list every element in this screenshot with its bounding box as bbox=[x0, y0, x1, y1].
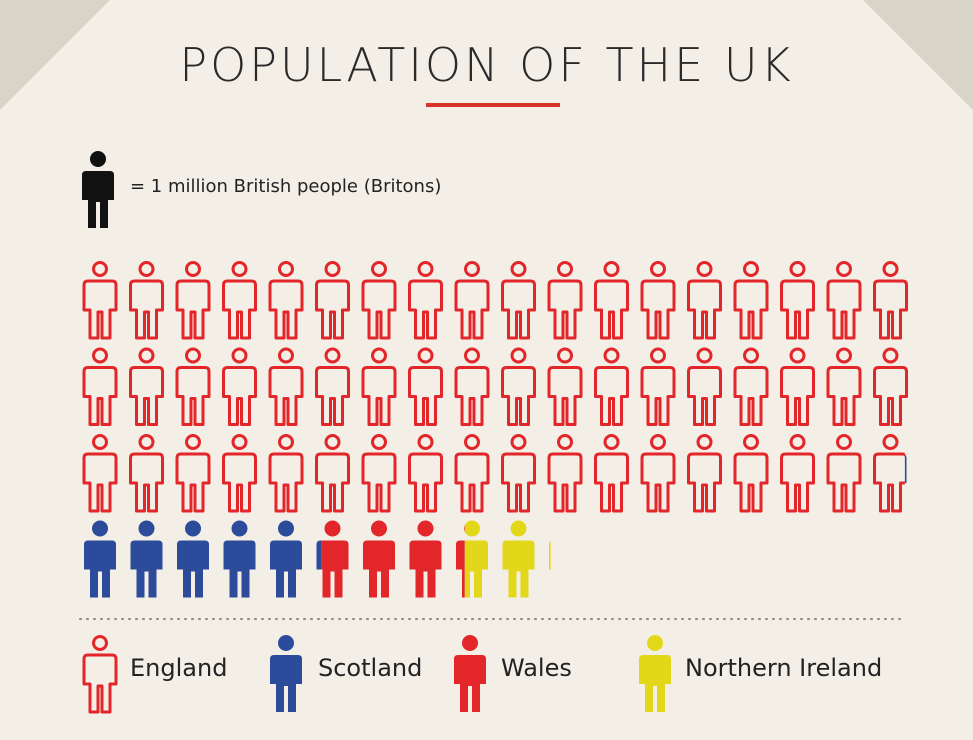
person-outline-icon bbox=[547, 261, 583, 340]
person-outline-icon bbox=[640, 261, 676, 340]
title-underline bbox=[426, 103, 560, 107]
person-outline-icon bbox=[640, 347, 676, 426]
person-outline-icon bbox=[733, 347, 769, 426]
person-outline-icon bbox=[594, 434, 629, 513]
person-outline-icon bbox=[687, 434, 722, 513]
person-outline-icon bbox=[873, 261, 908, 340]
person-icon bbox=[316, 540, 322, 570]
person-outline-icon bbox=[268, 434, 304, 513]
person-outline-icon bbox=[780, 434, 815, 513]
person-outline-icon bbox=[687, 261, 722, 340]
person-outline-icon bbox=[175, 434, 211, 513]
legend-label-wales: Wales bbox=[501, 654, 572, 682]
person-icon bbox=[549, 541, 551, 570]
person-outline-icon bbox=[826, 434, 862, 513]
person-outline-icon bbox=[361, 434, 397, 513]
person-icon bbox=[409, 520, 442, 598]
person-icon bbox=[130, 520, 163, 598]
person-outline-icon bbox=[501, 261, 536, 340]
page-title: POPULATION OF THE UK bbox=[179, 38, 794, 92]
person-outline-icon bbox=[501, 434, 536, 513]
person-outline-icon bbox=[547, 434, 583, 513]
person-icon bbox=[639, 635, 671, 712]
person-icon bbox=[464, 520, 488, 598]
person-outline-icon bbox=[408, 261, 443, 340]
person-outline-icon bbox=[547, 347, 583, 426]
person-outline-icon bbox=[315, 347, 350, 426]
person-icon bbox=[363, 520, 395, 598]
person-outline-icon bbox=[733, 261, 769, 340]
key-text: = 1 million British people (Britons) bbox=[130, 176, 442, 197]
person-outline-icon bbox=[780, 347, 815, 426]
person-outline-icon bbox=[640, 434, 676, 513]
person-outline-icon bbox=[454, 261, 490, 340]
pictogram-icons bbox=[82, 261, 908, 598]
legend-icons bbox=[82, 635, 671, 714]
person-icon bbox=[177, 520, 209, 598]
person-outline-icon bbox=[501, 347, 536, 426]
person-outline-icon bbox=[687, 347, 722, 426]
legend-label-england: England bbox=[130, 654, 228, 682]
legend-label-scotland: Scotland bbox=[318, 654, 423, 682]
person-outline-icon bbox=[826, 261, 862, 340]
person-outline-icon bbox=[315, 261, 350, 340]
person-outline-icon bbox=[594, 347, 629, 426]
person-outline-icon bbox=[129, 347, 164, 426]
person-outline-icon bbox=[175, 347, 211, 426]
person-outline-icon bbox=[733, 434, 769, 513]
person-outline-icon bbox=[315, 434, 350, 513]
person-icon bbox=[456, 525, 465, 598]
person-outline-icon bbox=[175, 261, 211, 340]
person-icon bbox=[84, 520, 116, 598]
person-outline-icon bbox=[268, 347, 304, 426]
person-outline-icon bbox=[780, 261, 815, 340]
person-outline-icon bbox=[361, 347, 397, 426]
legend-label-northern-ireland: Northern Ireland bbox=[685, 654, 883, 682]
person-outline-icon bbox=[82, 261, 118, 340]
person-outline-icon bbox=[222, 434, 257, 513]
person-icon bbox=[270, 520, 302, 598]
person-outline-icon bbox=[268, 261, 304, 340]
person-icon bbox=[454, 635, 486, 712]
person-outline-icon bbox=[361, 261, 397, 340]
person-outline-icon bbox=[408, 434, 443, 513]
person-outline-icon bbox=[222, 347, 257, 426]
person-outline-icon bbox=[454, 347, 490, 426]
person-outline-icon bbox=[873, 434, 905, 513]
person-outline-icon bbox=[873, 347, 908, 426]
person-icon bbox=[270, 635, 302, 712]
person-outline-icon bbox=[82, 347, 118, 426]
person-outline-icon bbox=[82, 635, 118, 714]
person-outline-icon bbox=[594, 261, 629, 340]
person-outline-icon bbox=[826, 347, 862, 426]
person-outline-icon bbox=[129, 261, 164, 340]
person-outline-icon bbox=[454, 434, 490, 513]
person-icon bbox=[82, 151, 114, 228]
person-icon bbox=[223, 520, 256, 598]
person-outline-icon bbox=[222, 261, 257, 340]
person-icon bbox=[904, 454, 907, 483]
person-outline-icon bbox=[82, 434, 118, 513]
person-icon bbox=[502, 520, 535, 598]
person-outline-icon bbox=[408, 347, 443, 426]
person-outline-icon bbox=[129, 434, 164, 513]
person-icon bbox=[321, 520, 349, 598]
